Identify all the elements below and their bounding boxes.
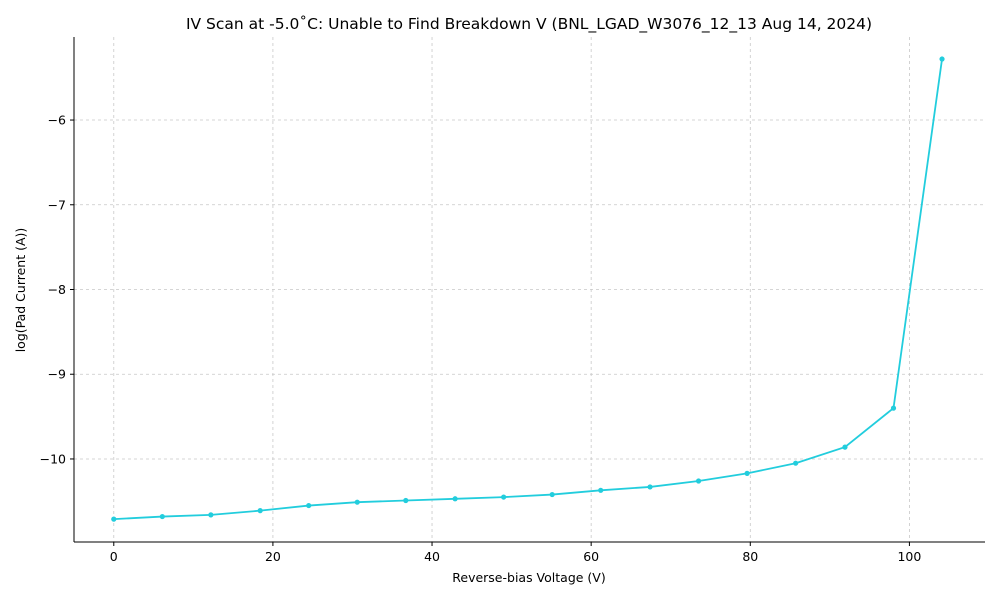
grid [74, 37, 985, 542]
series-line [113, 58, 943, 521]
x-tick-label: 80 [742, 549, 758, 564]
x-tick-label: 0 [110, 549, 118, 564]
data-point [890, 405, 897, 411]
ticks: 0 20 40 60 80 100 −10 −9 −8 −7 −6 [40, 113, 922, 564]
data-point [647, 484, 653, 490]
y-axis-label: log(Pad Current (A)) [13, 228, 28, 353]
data-point [306, 502, 312, 509]
x-tick-label: 100 [897, 549, 921, 564]
x-axis-label: Reverse-bias Voltage (V) [452, 570, 605, 585]
y-tick-label: −10 [40, 451, 66, 466]
data-point [549, 491, 555, 498]
data-point [208, 512, 214, 518]
data-point [257, 508, 263, 514]
data-point [842, 444, 848, 450]
data-point [939, 56, 945, 62]
data-point [159, 513, 165, 520]
data-point [501, 494, 507, 500]
x-tick-label: 60 [583, 549, 599, 564]
data-point [111, 516, 117, 522]
data-point [354, 499, 360, 505]
data-point [744, 470, 750, 476]
series-group [111, 56, 945, 522]
data-point [598, 487, 604, 493]
data-point [793, 460, 799, 466]
data-point [403, 497, 409, 504]
x-tick-label: 20 [265, 549, 281, 564]
x-tick-label: 40 [424, 549, 440, 564]
data-point [452, 496, 458, 502]
chart-title: IV Scan at -5.0˚C: Unable to Find Breakd… [186, 15, 872, 34]
y-tick-label: −7 [48, 197, 66, 212]
y-tick-label: −8 [48, 282, 66, 297]
data-point [695, 478, 702, 484]
y-tick-label: −6 [48, 113, 66, 128]
y-tick-label: −9 [48, 367, 66, 382]
